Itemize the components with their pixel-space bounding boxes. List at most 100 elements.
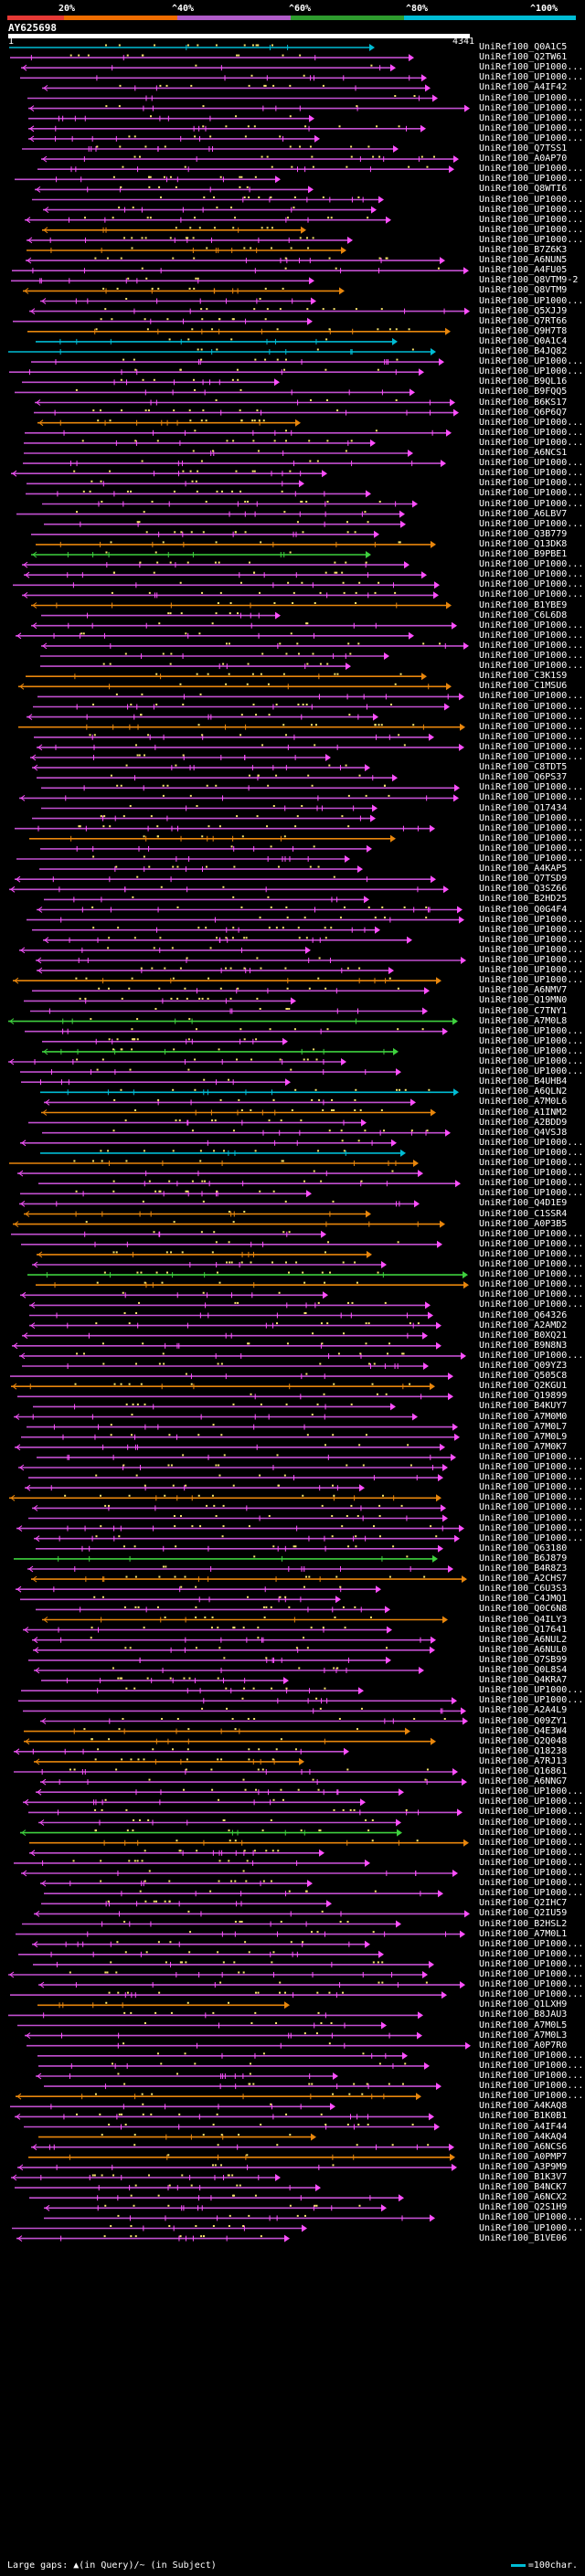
hit-label[interactable]: UniRef100_A4IF42 [479, 82, 568, 93]
hit-label[interactable]: UniRef100_UP1000... [479, 579, 584, 590]
hit-label[interactable]: UniRef100_B1K3V7 [479, 2172, 568, 2182]
hit-label[interactable]: UniRef100_Q2S1H9 [479, 2202, 568, 2213]
hit-label[interactable]: UniRef100_UP1000... [479, 2091, 584, 2102]
hit-label[interactable]: UniRef100_B9FQQ5 [479, 387, 568, 398]
hit-label[interactable]: UniRef100_UP1000... [479, 1847, 584, 1858]
hit-label[interactable]: UniRef100_UP1000... [479, 133, 584, 143]
hit-label[interactable]: UniRef100_UP1000... [479, 589, 584, 600]
hit-label[interactable]: UniRef100_Q3B779 [479, 528, 568, 539]
hit-label[interactable]: UniRef100_UP1000... [479, 1462, 584, 1472]
hit-label[interactable]: UniRef100_UP1000... [479, 1147, 584, 1158]
hit-label[interactable]: UniRef100_UP1000... [479, 1786, 584, 1797]
hit-label[interactable]: UniRef100_UP1000... [479, 62, 584, 73]
hit-label[interactable]: UniRef100_UP1000... [479, 356, 584, 367]
hit-label[interactable]: UniRef100_UP1000... [479, 955, 584, 965]
hit-label[interactable]: UniRef100_UP1000... [479, 965, 584, 976]
hit-label[interactable]: UniRef100_A2A4L9 [479, 1705, 568, 1716]
hit-label[interactable]: UniRef100_UP1000... [479, 234, 584, 245]
hit-label[interactable]: UniRef100_UP1000... [479, 204, 584, 215]
hit-label[interactable]: UniRef100_A7M0M0 [479, 1411, 568, 1422]
hit-label[interactable]: UniRef100_Q13DK8 [479, 538, 568, 549]
hit-label[interactable]: UniRef100_UP1000... [479, 975, 584, 986]
hit-label[interactable]: UniRef100_UP1000... [479, 1878, 584, 1889]
hit-label[interactable]: UniRef100_A7M0L9 [479, 1431, 568, 1442]
hit-label[interactable]: UniRef100_UP1000... [479, 1025, 584, 1036]
hit-label[interactable]: UniRef100_Q19899 [479, 1391, 568, 1402]
hit-label[interactable]: UniRef100_UP1000... [479, 1289, 584, 1300]
hit-label[interactable]: UniRef100_A2BDD9 [479, 1117, 568, 1128]
hit-label[interactable]: UniRef100_UP1000... [479, 92, 584, 103]
hit-label[interactable]: UniRef100_UP1000... [479, 711, 584, 722]
hit-label[interactable]: UniRef100_B4JQ82 [479, 346, 568, 356]
hit-label[interactable]: UniRef100_UP1000... [479, 822, 584, 833]
hit-label[interactable]: UniRef100_Q1LXH9 [479, 1999, 568, 2010]
hit-label[interactable]: UniRef100_B6J879 [479, 1553, 568, 1564]
hit-label[interactable]: UniRef100_UP1000... [479, 1797, 584, 1807]
hit-label[interactable]: UniRef100_UP1000... [479, 934, 584, 945]
hit-label[interactable]: UniRef100_UP1000... [479, 832, 584, 843]
hit-label[interactable]: UniRef100_UP1000... [479, 853, 584, 864]
hit-label[interactable]: UniRef100_Q16861 [479, 1766, 568, 1776]
hit-label[interactable]: UniRef100_Q2IU59 [479, 1908, 568, 1919]
hit-label[interactable]: UniRef100_A6NMV7 [479, 985, 568, 996]
hit-label[interactable]: UniRef100_A4KAP5 [479, 864, 568, 875]
hit-label[interactable]: UniRef100_A7M0L5 [479, 2019, 568, 2030]
hit-label[interactable]: UniRef100_UP1000... [479, 478, 584, 489]
hit-label[interactable]: UniRef100_UP1000... [479, 1472, 584, 1483]
hit-label[interactable]: UniRef100_A6NCS6 [479, 2141, 568, 2152]
hit-label[interactable]: UniRef100_Q18238 [479, 1745, 568, 1756]
hit-label[interactable]: UniRef100_UP1000... [479, 1168, 584, 1179]
hit-label[interactable]: UniRef100_C6U3S3 [479, 1584, 568, 1595]
hit-label[interactable]: UniRef100_A4FU05 [479, 265, 568, 276]
hit-label[interactable]: UniRef100_UP1000... [479, 437, 584, 448]
hit-label[interactable]: UniRef100_A0P3B5 [479, 1218, 568, 1229]
hit-label[interactable]: UniRef100_UP1000... [479, 569, 584, 580]
hit-label[interactable]: UniRef100_A7RJ13 [479, 1755, 568, 1766]
hit-label[interactable]: UniRef100_A6NUL0 [479, 1644, 568, 1655]
hit-label[interactable]: UniRef100_UP1000... [479, 731, 584, 742]
hit-label[interactable]: UniRef100_A2CHS7 [479, 1574, 568, 1585]
hit-label[interactable]: UniRef100_UP1000... [479, 1492, 584, 1503]
hit-label[interactable]: UniRef100_Q09YZ3 [479, 1361, 568, 1371]
hit-label[interactable]: UniRef100_UP1000... [479, 1857, 584, 1868]
hit-label[interactable]: UniRef100_UP1000... [479, 224, 584, 235]
hit-label[interactable]: UniRef100_UP1000... [479, 1948, 584, 1959]
hit-label[interactable]: UniRef100_UP1000... [479, 1066, 584, 1077]
hit-label[interactable]: UniRef100_A1INM2 [479, 1107, 568, 1118]
hit-label[interactable]: UniRef100_UP1000... [479, 2222, 584, 2233]
hit-label[interactable]: UniRef100_UP1000... [479, 2060, 584, 2071]
hit-label[interactable]: UniRef100_A7M0L7 [479, 1421, 568, 1432]
hit-label[interactable]: UniRef100_UP1000... [479, 924, 584, 935]
hit-label[interactable]: UniRef100_B8JAU3 [479, 2009, 568, 2020]
hit-label[interactable]: UniRef100_B9PBE1 [479, 549, 568, 559]
hit-label[interactable]: UniRef100_Q0A1C5 [479, 42, 568, 52]
hit-label[interactable]: UniRef100_UP1000... [479, 122, 584, 133]
hit-label[interactable]: UniRef100_A3P9M9 [479, 2161, 568, 2172]
hit-label[interactable]: UniRef100_Q4E3W4 [479, 1725, 568, 1736]
hit-label[interactable]: UniRef100_UP1000... [479, 752, 584, 762]
hit-label[interactable]: UniRef100_Q19MN0 [479, 995, 568, 1006]
hit-label[interactable]: UniRef100_UP1000... [479, 1532, 584, 1543]
hit-label[interactable]: UniRef100_UP1000... [479, 1979, 584, 1990]
hit-label[interactable]: UniRef100_Q8VTM9-2 [479, 275, 579, 286]
hit-label[interactable]: UniRef100_C4JMQ1 [479, 1594, 568, 1605]
hit-label[interactable]: UniRef100_Q2KGU1 [479, 1381, 568, 1392]
hit-label[interactable]: UniRef100_UP1000... [479, 782, 584, 793]
hit-label[interactable]: UniRef100_UP1000... [479, 518, 584, 529]
hit-label[interactable]: UniRef100_A6QLN2 [479, 1087, 568, 1097]
hit-label[interactable]: UniRef100_Q63180 [479, 1542, 568, 1553]
hit-label[interactable]: UniRef100_A4KAQ8 [479, 2101, 568, 2112]
hit-label[interactable]: UniRef100_UP1000... [479, 661, 584, 672]
hit-label[interactable]: UniRef100_B0XQ21 [479, 1330, 568, 1341]
hit-label[interactable]: UniRef100_Q17641 [479, 1624, 568, 1635]
hit-label[interactable]: UniRef100_UP1000... [479, 2071, 584, 2081]
hit-label[interactable]: UniRef100_UP1000... [479, 812, 584, 823]
hit-label[interactable]: UniRef100_UP1000... [479, 1238, 584, 1249]
hit-label[interactable]: UniRef100_UP1000... [479, 1969, 584, 1979]
hit-label[interactable]: UniRef100_UP1000... [479, 214, 584, 225]
hit-label[interactable]: UniRef100_A6NUN5 [479, 255, 568, 266]
hit-label[interactable]: UniRef100_UP1000... [479, 1269, 584, 1280]
hit-label[interactable]: UniRef100_A0P7R0 [479, 2040, 568, 2051]
hit-label[interactable]: UniRef100_C3K1S9 [479, 671, 568, 682]
hit-label[interactable]: UniRef100_C1SSR4 [479, 1208, 568, 1219]
